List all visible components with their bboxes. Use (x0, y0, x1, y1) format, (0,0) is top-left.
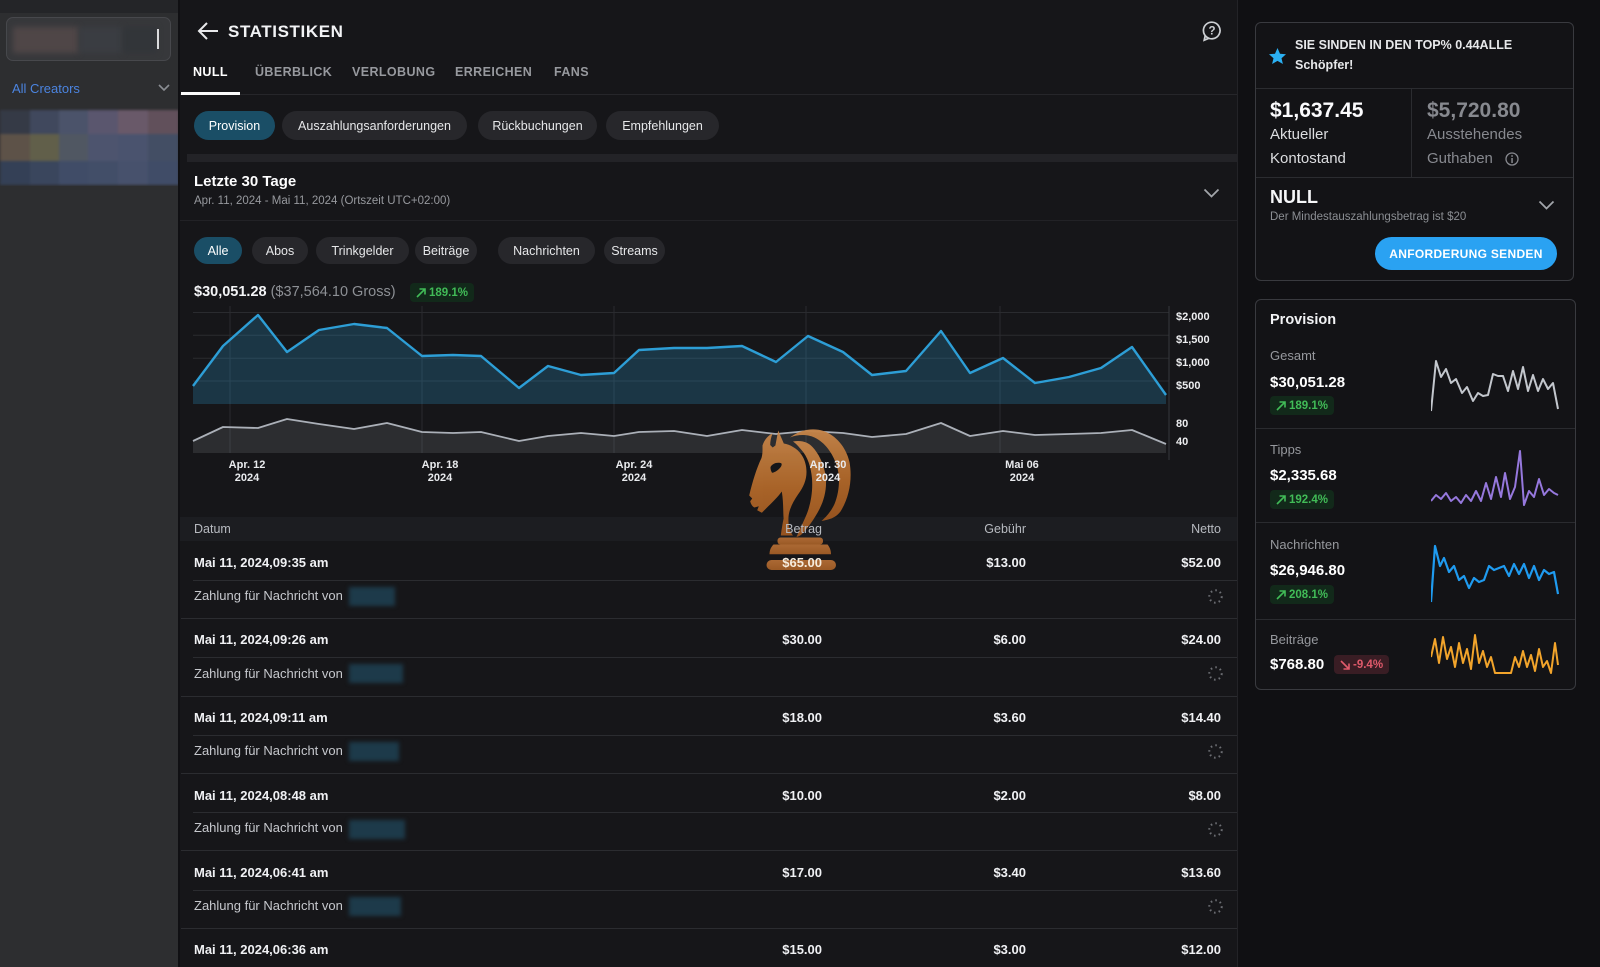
svg-text:?: ? (1208, 26, 1215, 38)
